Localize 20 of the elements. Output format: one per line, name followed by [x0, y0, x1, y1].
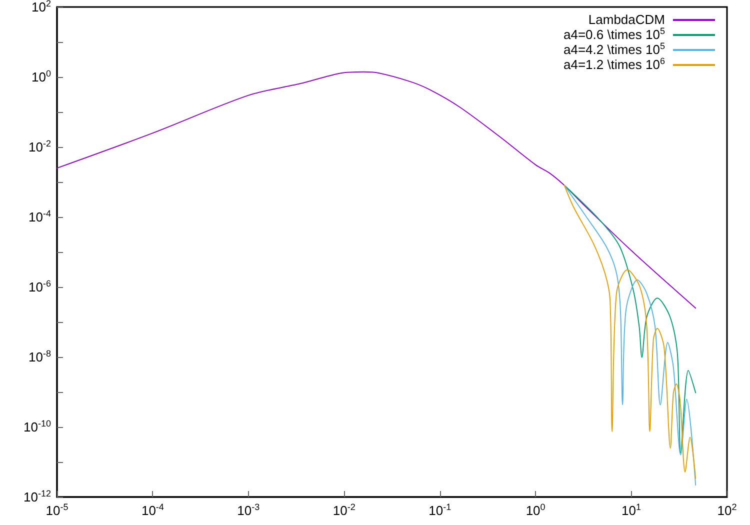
- y-tick-label: 10$^{2}$: [32, 0, 51, 14]
- legend-label: a4=4.2 \times 10$^{5}$: [564, 41, 665, 57]
- y-tick-label: 10$^{-2}$: [28, 138, 51, 154]
- y-tick-label: 10$^{-6}$: [28, 278, 51, 294]
- y-tick-label: 10$^{-10}$: [24, 418, 51, 434]
- y-tick-label: 10$^{0}$: [32, 68, 51, 84]
- x-tick-label: 10$^{-1}$: [428, 502, 452, 518]
- x-tick-label: 10$^{0}$: [526, 502, 546, 518]
- legend-label: LambdaCDM: [588, 12, 665, 27]
- y-tick-label: 10$^{-8}$: [28, 348, 51, 364]
- y-tick-label: 10$^{-4}$: [28, 208, 51, 224]
- x-tick-label: 10$^{-5}$: [46, 502, 68, 518]
- legend-label: a4=1.2 \times 10$^{6}$: [564, 56, 665, 72]
- x-tick-label: 10$^{-2}$: [332, 502, 356, 518]
- x-tick-label: 10$^{-3}$: [237, 502, 260, 518]
- legend-label: a4=0.6 \times 10$^{5}$: [564, 26, 665, 42]
- x-tick-label: 10$^{2}$: [717, 502, 737, 518]
- x-tick-label: 10$^{1}$: [622, 502, 642, 518]
- y-tick-label: 10$^{-12}$: [24, 488, 51, 504]
- x-tick-label: 10$^{-4}$: [141, 502, 164, 518]
